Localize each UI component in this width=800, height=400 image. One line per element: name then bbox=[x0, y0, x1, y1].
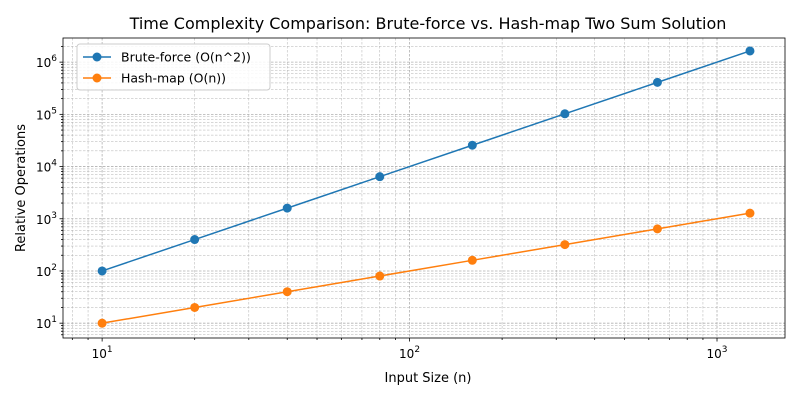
data-point bbox=[560, 240, 570, 250]
y-tick-label: 103 bbox=[36, 211, 57, 227]
chart-title: Time Complexity Comparison: Brute-force … bbox=[129, 14, 727, 33]
data-point bbox=[282, 287, 292, 297]
series-line-0 bbox=[101, 50, 751, 272]
legend-label: Brute-force (O(n^2)) bbox=[121, 50, 251, 65]
data-point bbox=[375, 172, 385, 182]
data-point bbox=[375, 271, 385, 281]
legend-marker bbox=[92, 52, 102, 62]
legend: Brute-force (O(n^2)) Hash-map (O(n)) bbox=[76, 43, 271, 91]
data-point bbox=[97, 318, 107, 328]
x-tick-label: 101 bbox=[92, 345, 113, 361]
data-point bbox=[190, 302, 200, 312]
series-line-1 bbox=[101, 212, 751, 324]
data-point bbox=[745, 208, 755, 218]
ticks: 101 102 103 101 102 103 104 105 106 bbox=[36, 46, 728, 361]
data-point bbox=[560, 109, 570, 119]
data-point bbox=[97, 266, 107, 276]
x-tick-label: 102 bbox=[399, 345, 420, 361]
legend-label: Hash-map (O(n)) bbox=[121, 71, 226, 86]
data-point bbox=[190, 235, 200, 245]
data-point bbox=[282, 203, 292, 213]
y-tick-label: 101 bbox=[36, 315, 57, 331]
y-axis-label: Relative Operations bbox=[14, 124, 29, 252]
y-tick-label: 105 bbox=[36, 106, 57, 122]
y-tick-label: 104 bbox=[36, 159, 57, 175]
plot-frame bbox=[62, 37, 786, 339]
data-point bbox=[745, 46, 755, 56]
data-point bbox=[652, 77, 662, 87]
series-lines bbox=[97, 46, 755, 328]
data-point bbox=[467, 255, 477, 265]
legend-box bbox=[76, 43, 271, 91]
x-tick-label: 103 bbox=[707, 345, 728, 361]
y-tick-label: 102 bbox=[36, 263, 57, 279]
data-point bbox=[652, 224, 662, 234]
y-tick-label: 106 bbox=[36, 54, 57, 70]
legend-marker bbox=[92, 73, 102, 83]
data-point bbox=[467, 140, 477, 150]
x-axis-label: Input Size (n) bbox=[385, 371, 472, 386]
